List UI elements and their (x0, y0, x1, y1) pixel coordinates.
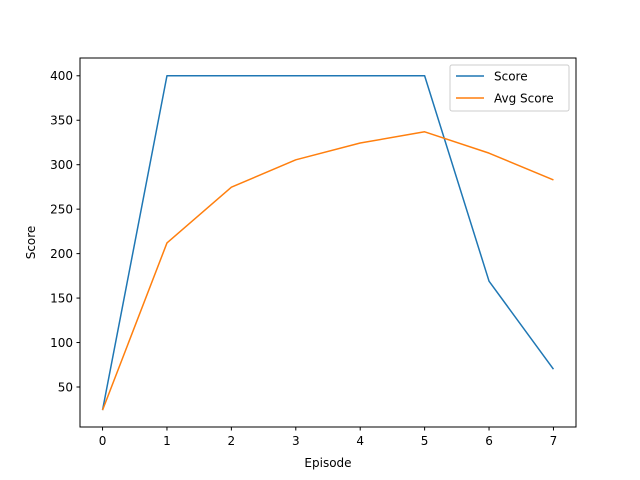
series-layer (101, 75, 555, 411)
x-tick-label: 6 (485, 434, 493, 448)
x-tick-label: 0 (99, 434, 107, 448)
x-tick-label: 2 (228, 434, 236, 448)
y-tick-label: 100 (50, 336, 73, 350)
x-axis-label: Episode (304, 456, 351, 470)
y-tick-label: 300 (50, 158, 73, 172)
y-tick-label: 250 (50, 202, 73, 216)
y-tick-label: 400 (50, 69, 73, 83)
x-axis: 0 1 2 3 4 5 6 7 (99, 427, 558, 448)
legend: Score Avg Score (449, 64, 570, 112)
x-tick-label: 3 (292, 434, 300, 448)
legend-label: Avg Score (494, 91, 554, 105)
y-tick-label: 50 (58, 380, 73, 394)
plot-area (80, 58, 576, 427)
y-tick-label: 200 (50, 247, 73, 261)
x-tick-label: 5 (421, 434, 429, 448)
x-tick-label: 4 (356, 434, 364, 448)
series-line-score (101, 75, 555, 411)
y-axis-label: Score (24, 226, 38, 260)
x-tick-label: 1 (163, 434, 171, 448)
y-axis: 50 100 150 200 250 300 350 400 (50, 69, 80, 394)
plot-frame (79, 57, 577, 428)
series-line-avg-score (101, 131, 554, 411)
y-tick-label: 150 (50, 291, 73, 305)
x-tick-label: 7 (550, 434, 558, 448)
y-tick-label: 350 (50, 114, 73, 128)
legend-label: Score (494, 69, 528, 83)
